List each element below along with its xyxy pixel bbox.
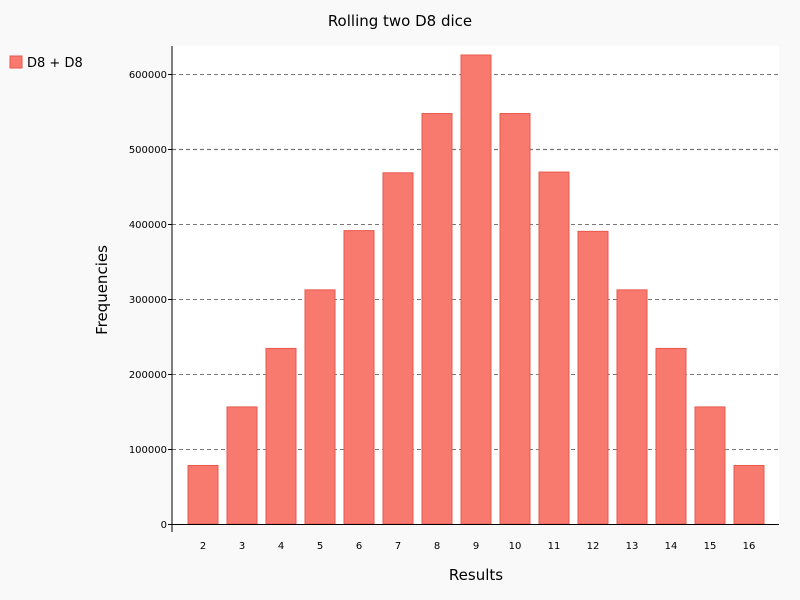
x-tick-label: 16 <box>743 541 756 552</box>
x-tick-label: 6 <box>356 541 362 552</box>
x-tick-label: 8 <box>434 541 440 552</box>
y-axis-title: Frequencies <box>93 245 111 335</box>
bar <box>499 113 531 525</box>
bar <box>577 230 609 525</box>
y-tick-label: 500000 <box>129 145 167 156</box>
x-tick-label: 2 <box>200 541 206 552</box>
y-tick-label: 100000 <box>129 445 167 456</box>
y-axis-ticks: 0 100000 200000 300000 400000 500000 600000 <box>129 70 172 531</box>
bar <box>343 230 375 525</box>
y-tick-label: 300000 <box>129 295 167 306</box>
x-tick-label: 11 <box>548 541 561 552</box>
bar <box>382 172 414 525</box>
bar <box>694 406 726 525</box>
x-tick-label: 14 <box>665 541 678 552</box>
legend-swatch <box>9 55 23 69</box>
bar <box>655 347 687 525</box>
bar <box>733 464 765 525</box>
x-tick-label: 3 <box>239 541 245 552</box>
bar <box>616 289 648 525</box>
x-tick-label: 4 <box>278 541 284 552</box>
bar <box>460 54 492 525</box>
x-tick-label: 10 <box>509 541 522 552</box>
bar <box>421 113 453 525</box>
bar <box>265 347 297 525</box>
y-tick-label: 400000 <box>129 220 167 231</box>
x-tick-label: 7 <box>395 541 401 552</box>
x-tick-label: 9 <box>473 541 479 552</box>
x-axis-title: Results <box>449 566 503 584</box>
legend: D8 + D8 <box>9 55 83 71</box>
bar-series <box>187 54 765 525</box>
y-tick-label: 0 <box>161 520 167 531</box>
bar <box>226 406 258 525</box>
x-axis-ticks: 2 3 4 5 6 7 8 9 10 11 12 13 14 15 16 <box>200 541 756 552</box>
chart-title: Rolling two D8 dice <box>328 12 472 30</box>
bar <box>538 171 570 525</box>
x-tick-label: 5 <box>317 541 323 552</box>
x-tick-label: 13 <box>626 541 639 552</box>
x-tick-label: 12 <box>587 541 600 552</box>
legend-label: D8 + D8 <box>27 56 83 71</box>
bar <box>187 464 219 525</box>
y-tick-label: 200000 <box>129 370 167 381</box>
x-tick-label: 15 <box>704 541 717 552</box>
y-tick-label: 600000 <box>129 70 167 81</box>
bar <box>304 289 336 525</box>
